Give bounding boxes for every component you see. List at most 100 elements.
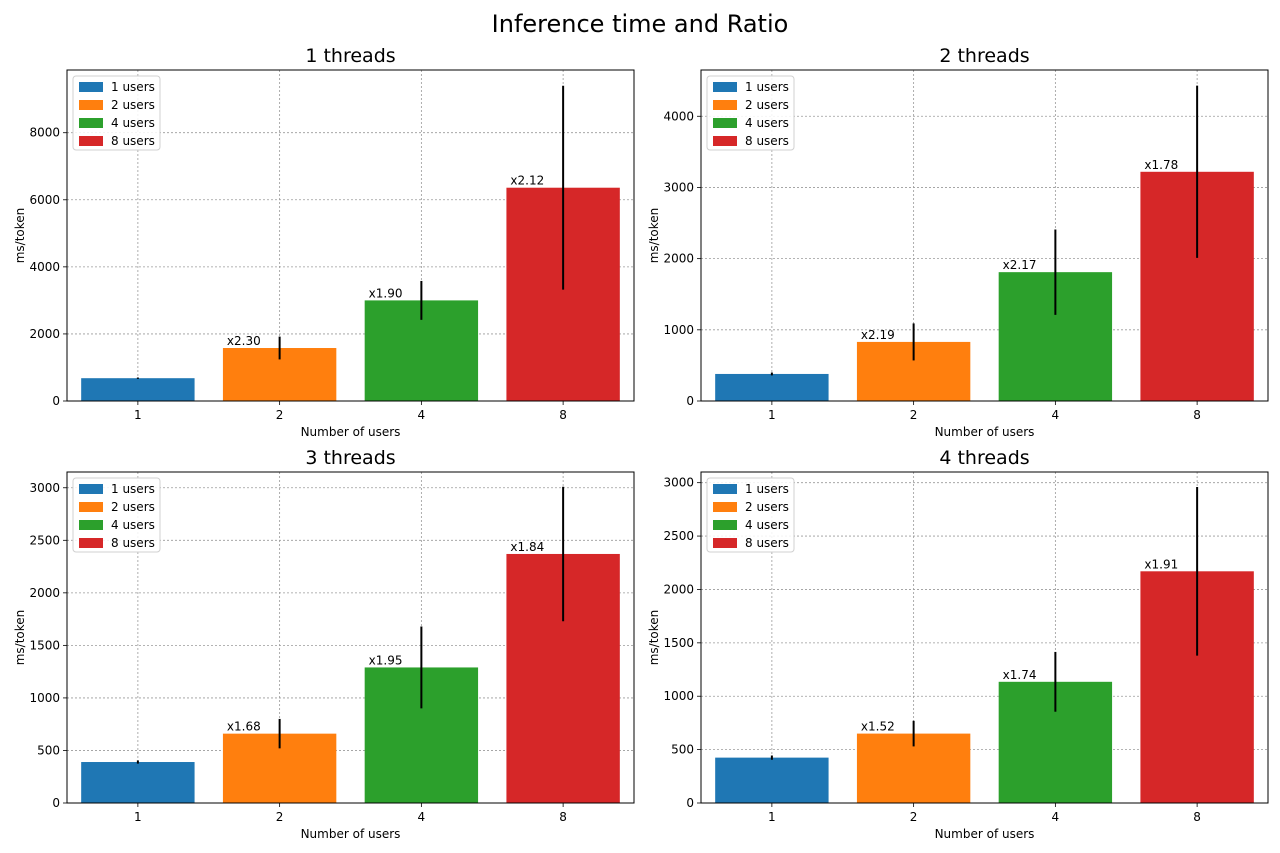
legend-label-8-users: 8 users xyxy=(111,134,155,148)
y-tick-label: 2000 xyxy=(29,327,60,341)
x-axis-label: Number of users xyxy=(935,827,1035,841)
chart-4-threads: 4 threads 0 500 1000 1500 2000 2500 3000 x1.52 x1… xyxy=(647,447,1269,841)
y-tick-label: 4000 xyxy=(663,109,694,123)
x-tick-label: 1 xyxy=(134,408,142,422)
x-tick-label: 2 xyxy=(276,408,284,422)
ratio-label-2-users: x1.68 xyxy=(227,720,261,734)
ratio-label-8-users: x1.84 xyxy=(510,540,544,554)
legend-swatch-4-users xyxy=(79,520,103,530)
legend-label-8-users: 8 users xyxy=(111,536,155,550)
x-tick-label: 2 xyxy=(910,810,918,824)
legend-label-2-users: 2 users xyxy=(745,500,789,514)
legend: 1 users 2 users 4 users 8 users xyxy=(72,75,161,151)
legend-label-4-users: 4 users xyxy=(111,518,155,532)
legend-swatch-4-users xyxy=(713,520,737,530)
x-axis-label: Number of users xyxy=(935,425,1035,439)
legend-swatch-1-users xyxy=(79,484,103,494)
chart-1-threads: 1 threads 0 2000 4000 6000 8000 x2.30 x1.90 x2.1… xyxy=(13,45,635,439)
plot-frame xyxy=(700,471,1269,804)
bar-1-users xyxy=(81,378,195,401)
legend: 1 users 2 users 4 users 8 users xyxy=(706,477,795,553)
bar-1-users xyxy=(715,373,829,401)
legend-swatch-4-users xyxy=(79,118,103,128)
chart-title: 4 threads xyxy=(939,447,1029,469)
legend-label-2-users: 2 users xyxy=(111,500,155,514)
x-tick-label: 8 xyxy=(1193,408,1201,422)
x-axis-label: Number of users xyxy=(301,425,401,439)
y-tick-label: 2500 xyxy=(29,533,60,547)
legend-swatch-8-users xyxy=(713,538,737,548)
y-tick-label: 1500 xyxy=(29,638,60,652)
legend-label-1-users: 1 users xyxy=(111,80,155,94)
legend-box xyxy=(706,75,795,151)
legend-swatch-2-users xyxy=(713,100,737,110)
legend-label-8-users: 8 users xyxy=(745,536,789,550)
x-tick-label: 2 xyxy=(276,810,284,824)
y-tick-label: 3000 xyxy=(29,481,60,495)
ratio-label-2-users: x2.30 xyxy=(227,334,261,348)
x-tick-label: 4 xyxy=(1052,408,1060,422)
y-tick-label: 3000 xyxy=(663,476,694,490)
y-tick-label: 8000 xyxy=(29,126,60,140)
ratio-label-4-users: x1.90 xyxy=(369,286,403,300)
bar-1-users xyxy=(81,762,195,803)
y-tick-label: 3000 xyxy=(663,180,694,194)
chart-3-threads: 3 threads 0 500 1000 1500 2000 2500 3000 x1.68 x1… xyxy=(13,447,635,841)
ratio-label-8-users: x2.12 xyxy=(510,174,544,188)
legend-swatch-8-users xyxy=(79,538,103,548)
x-tick-label: 1 xyxy=(134,810,142,824)
ratio-label-2-users: x2.19 xyxy=(861,328,895,342)
chart-title: 2 threads xyxy=(939,45,1029,67)
y-tick-label: 0 xyxy=(686,394,694,408)
y-tick-label: 4000 xyxy=(29,260,60,274)
y-axis-label: ms/token xyxy=(13,208,27,264)
chart-2-threads: 2 threads 0 1000 2000 3000 4000 x2.19 x2.17 x1.7… xyxy=(647,45,1269,439)
ratio-label-4-users: x2.17 xyxy=(1003,258,1037,272)
y-tick-label: 1000 xyxy=(663,689,694,703)
x-tick-label: 4 xyxy=(418,810,426,824)
y-tick-label: 2000 xyxy=(663,252,694,266)
y-tick-label: 0 xyxy=(52,394,60,408)
ratio-label-8-users: x1.91 xyxy=(1144,557,1178,571)
ratio-label-4-users: x1.95 xyxy=(369,653,403,667)
x-tick-label: 4 xyxy=(418,408,426,422)
legend-box xyxy=(706,477,795,553)
plot-frame xyxy=(66,69,635,402)
x-tick-label: 2 xyxy=(910,408,918,422)
legend-label-1-users: 1 users xyxy=(745,80,789,94)
y-axis-label: ms/token xyxy=(647,610,661,666)
ratio-label-2-users: x1.52 xyxy=(861,720,895,734)
legend-label-1-users: 1 users xyxy=(111,482,155,496)
legend-box xyxy=(72,477,161,553)
y-tick-label: 1500 xyxy=(663,636,694,650)
x-tick-label: 8 xyxy=(559,810,567,824)
x-tick-label: 4 xyxy=(1052,810,1060,824)
y-tick-label: 1000 xyxy=(663,323,694,337)
chart-title: 3 threads xyxy=(305,447,395,469)
plot-frame xyxy=(66,471,635,804)
legend-swatch-8-users xyxy=(79,136,103,146)
legend-swatch-2-users xyxy=(713,502,737,512)
legend-label-4-users: 4 users xyxy=(745,518,789,532)
chart-title: 1 threads xyxy=(305,45,395,67)
legend-label-4-users: 4 users xyxy=(111,116,155,130)
legend-swatch-4-users xyxy=(713,118,737,128)
y-tick-label: 500 xyxy=(37,743,60,757)
legend: 1 users 2 users 4 users 8 users xyxy=(706,75,795,151)
y-tick-label: 500 xyxy=(671,743,694,757)
x-tick-label: 8 xyxy=(559,408,567,422)
legend-label-4-users: 4 users xyxy=(745,116,789,130)
legend-label-8-users: 8 users xyxy=(745,134,789,148)
legend-swatch-1-users xyxy=(79,82,103,92)
x-tick-label: 8 xyxy=(1193,810,1201,824)
y-axis-label: ms/token xyxy=(647,208,661,264)
x-tick-label: 1 xyxy=(768,810,776,824)
y-tick-label: 1000 xyxy=(29,691,60,705)
x-axis-label: Number of users xyxy=(301,827,401,841)
ratio-label-8-users: x1.78 xyxy=(1144,158,1178,172)
y-tick-label: 0 xyxy=(686,796,694,810)
y-tick-label: 0 xyxy=(52,796,60,810)
figure-title: Inference time and Ratio xyxy=(491,10,789,38)
legend-swatch-2-users xyxy=(79,100,103,110)
